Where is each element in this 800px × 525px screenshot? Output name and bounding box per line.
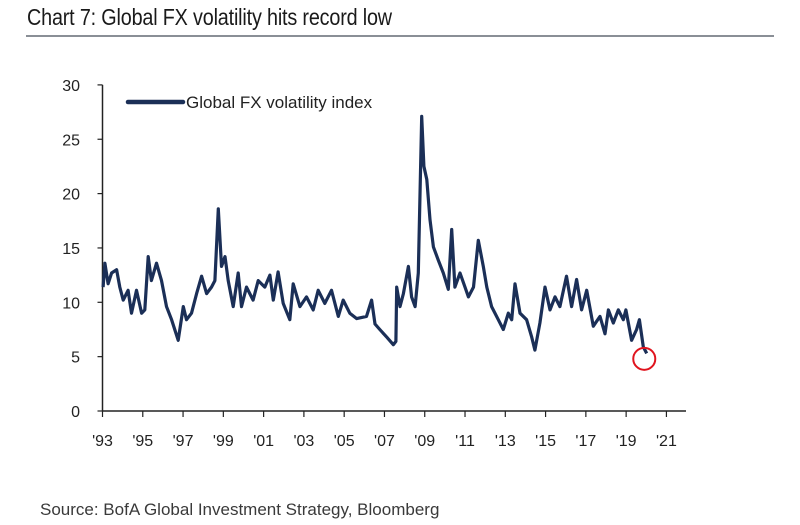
x-tick-label: '11: [455, 433, 475, 450]
x-tick-label: '21: [656, 433, 677, 450]
y-tick-label: 0: [71, 404, 80, 421]
y-tick-label: 20: [62, 187, 80, 204]
source-note: Source: BofA Global Investment Strategy,…: [40, 500, 440, 519]
x-tick-label: '17: [575, 433, 596, 450]
title-divider: [26, 35, 774, 37]
y-tick-label: 15: [62, 241, 80, 258]
legend-label: Global FX volatility index: [186, 93, 373, 112]
chart-title: Chart 7: Global FX volatility hits recor…: [27, 4, 392, 30]
axes: 0 5 10 15 20 25 30 '93 '95 '97 '99 '01 '03 '05 '07 '09 '…: [62, 78, 686, 450]
x-tick-label: '19: [616, 433, 637, 450]
series-group: [101, 114, 657, 371]
x-tick-label: '93: [92, 433, 113, 450]
y-tick-label: 10: [62, 295, 80, 312]
x-tick-label: '05: [334, 433, 355, 450]
record-low-highlight-circle: [632, 346, 657, 371]
x-tick-label: '95: [132, 433, 153, 450]
series-line-global-fx-volatility: [101, 114, 649, 355]
x-tick-label: '13: [495, 433, 516, 450]
y-tick-label: 25: [62, 132, 80, 149]
legend: Global FX volatility index: [125, 93, 373, 112]
x-tick-label: '07: [374, 433, 395, 450]
y-tick-label: 5: [71, 350, 80, 367]
x-tick-label: '97: [173, 433, 194, 450]
x-tick-label: '01: [253, 433, 274, 450]
y-tick-label: 30: [62, 78, 80, 95]
x-tick-label: '09: [414, 433, 435, 450]
x-tick-label: '99: [213, 433, 234, 450]
x-tick-label: '15: [535, 433, 556, 450]
x-tick-label: '03: [293, 433, 314, 450]
